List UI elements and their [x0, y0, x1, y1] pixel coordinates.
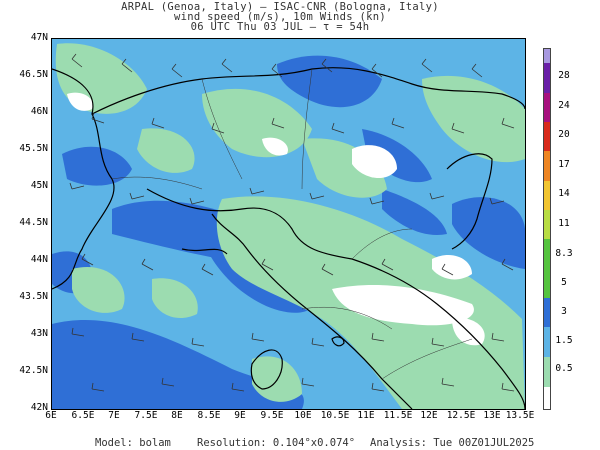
colorbar-segment [544, 269, 550, 298]
lat-label: 43N [30, 328, 48, 339]
colorbar-label: 0.5 [555, 363, 573, 374]
lon-label: 12E [420, 410, 438, 421]
colorbar-segment [544, 327, 550, 357]
wind-map-svg [52, 39, 525, 409]
lon-label: 7E [108, 410, 120, 421]
lat-label: 45N [30, 180, 48, 191]
map-title-line-1: ARPAL (Genoa, Italy) – ISAC-CNR (Bologna… [121, 1, 439, 13]
colorbar-label: 24 [558, 100, 570, 111]
colorbar-segment [544, 49, 550, 63]
colorbar-segment [544, 239, 550, 269]
colorbar-label: 17 [558, 159, 570, 170]
colorbar-segment [544, 387, 550, 409]
colorbar-segment [544, 63, 550, 93]
lon-label: 6.5E [71, 410, 95, 421]
lat-label: 44.5N [19, 217, 48, 228]
internal-borders [111, 68, 473, 380]
colorbar-segment [544, 357, 550, 387]
lat-label: 47N [30, 32, 48, 43]
lat-label: 45.5N [19, 143, 48, 154]
lat-label: 46N [30, 106, 48, 117]
wind-speed-map[interactable] [51, 38, 526, 410]
colorbar-segment [544, 181, 550, 210]
colorbar-segment [544, 122, 550, 151]
calm-zones [67, 92, 485, 346]
lon-label: 8.5E [197, 410, 221, 421]
wind-barbs [69, 53, 515, 392]
colorbar-label: 14 [558, 188, 570, 199]
map-title-line-3: 06 UTC Thu 03 JUL – τ = 54h [190, 21, 370, 33]
map-title-line-2: wind speed (m/s), 10m Winds (kn) [174, 11, 386, 23]
lat-label: 42N [30, 402, 48, 413]
colorbar-label: 8.3 [555, 248, 573, 259]
colorbar-label: 28 [558, 70, 570, 81]
colorbar-label: 5 [561, 277, 567, 288]
colorbar-segment [544, 298, 550, 327]
lon-label: 7.5E [134, 410, 158, 421]
colorbar-label: 11 [558, 218, 570, 229]
lon-label: 9.5E [260, 410, 284, 421]
lon-label: 13E [483, 410, 501, 421]
analysis-time: Analysis: Tue 00Z01JUL2025 [370, 437, 535, 449]
lon-label: 13.5E [505, 410, 535, 421]
lat-label: 44N [30, 254, 48, 265]
lon-label: 12.5E [446, 410, 476, 421]
model-name: Model: bolam [95, 437, 171, 449]
lon-label: 6E [45, 410, 57, 421]
wind-speed-colorbar [543, 48, 551, 410]
lon-label: 9E [234, 410, 246, 421]
lon-label: 10E [294, 410, 312, 421]
colorbar-label: 20 [558, 129, 570, 140]
lon-label: 11.5E [383, 410, 413, 421]
lat-label: 42.5N [19, 365, 48, 376]
colorbar-label: 3 [561, 306, 567, 317]
colorbar-label: 1.5 [555, 335, 573, 346]
lat-label: 46.5N [19, 69, 48, 80]
colorbar-segment [544, 93, 550, 122]
colorbar-segment [544, 151, 550, 181]
colorbar-segment [544, 210, 550, 239]
lon-label: 11E [357, 410, 375, 421]
lon-label: 10.5E [320, 410, 350, 421]
lon-label: 8E [171, 410, 183, 421]
model-resolution: Resolution: 0.104°x0.074° [197, 437, 356, 449]
lat-label: 43.5N [19, 291, 48, 302]
